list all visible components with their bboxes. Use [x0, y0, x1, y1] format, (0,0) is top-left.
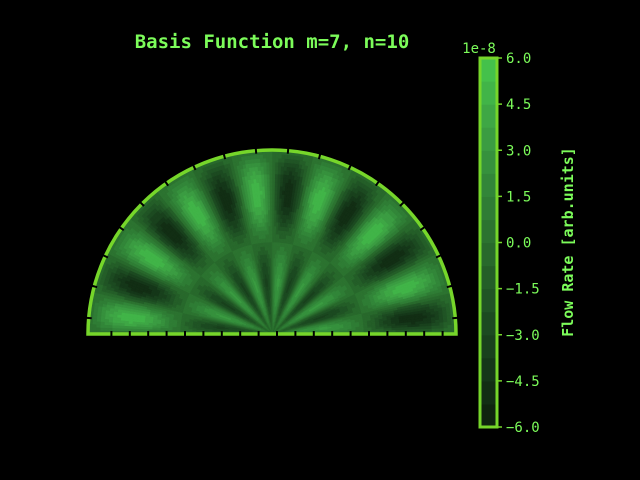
chart-title: Basis Function m=7, n=10 — [135, 31, 410, 53]
polar-plot — [85, 147, 459, 337]
contour-field — [88, 150, 456, 334]
